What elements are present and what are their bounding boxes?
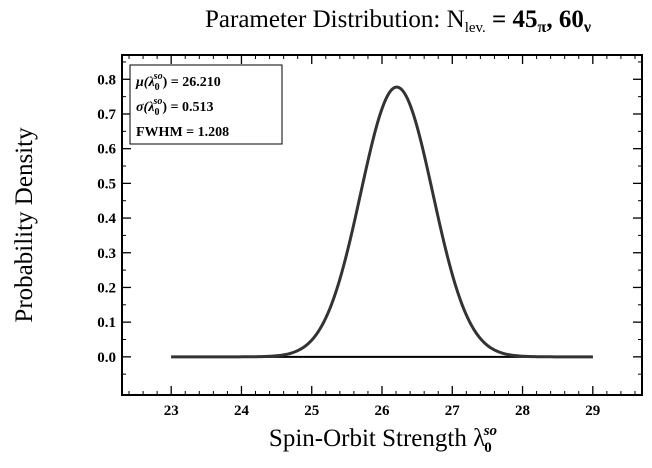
tick-labels-layer: 23 24 25 26 27 28 29 0.0 0.1 0.2 0.3 0.4 0.5 0.6 0.7 0.… xyxy=(97,72,600,419)
chart-title-mid: , 60 xyxy=(546,6,584,33)
y-axis-label: Probability Density xyxy=(11,127,38,323)
x-tick-label-25: 25 xyxy=(304,403,319,419)
ticks-layer xyxy=(122,55,642,395)
stats-sigma-post: ) = 0.513 xyxy=(162,100,213,115)
stats-mean-post: ) = 26.210 xyxy=(163,75,221,90)
y-tick-label-0.5: 0.5 xyxy=(97,176,116,192)
chart-title-sub-nu: ν xyxy=(583,19,591,36)
stats-annotation-box: μ(λ0so) = 26.210 σ(λ0so) = 0.513 FWHM = … xyxy=(129,64,283,145)
x-axis-label-sup: so xyxy=(483,423,497,439)
stats-sigma-line: σ(λ0so) = 0.513 xyxy=(136,96,213,118)
stats-annotation-frame xyxy=(129,64,283,145)
y-tick-label-0.1: 0.1 xyxy=(97,315,116,331)
y-tick-label-0.0: 0.0 xyxy=(97,350,116,366)
x-tick-label-29: 29 xyxy=(585,403,600,419)
chart-title-sub: lev. xyxy=(465,20,486,36)
y-tick-label-0.6: 0.6 xyxy=(97,142,116,158)
y-tick-label-0.7: 0.7 xyxy=(97,107,116,123)
chart-title: Parameter Distribution: Nlev. = 45π, 60ν xyxy=(205,6,591,36)
series-layer xyxy=(171,85,593,359)
stats-mean-line: μ(λ0so) = 26.210 xyxy=(135,71,221,93)
x-axis-label: Spin-Orbit Strength λ0so xyxy=(269,423,497,456)
x-axis-label-sub: 0 xyxy=(484,440,492,456)
x-tick-label-27: 27 xyxy=(445,403,461,419)
y-tick-label-0.2: 0.2 xyxy=(97,280,116,296)
stats-mean-pre: μ(λ xyxy=(135,75,155,90)
x-tick-label-24: 24 xyxy=(234,403,250,419)
y-tick-label-0.3: 0.3 xyxy=(97,246,116,262)
x-tick-label-28: 28 xyxy=(515,403,530,419)
chart-title-tail: = 45 xyxy=(486,6,538,33)
x-tick-label-26: 26 xyxy=(375,403,391,419)
y-tick-label-0.4: 0.4 xyxy=(97,211,116,227)
stats-sigma-pre: σ(λ xyxy=(136,100,154,115)
stats-mean-sup: so xyxy=(153,71,163,82)
x-axis-label-main: Spin-Orbit Strength λ xyxy=(269,425,485,452)
stats-mean-sub: 0 xyxy=(155,82,160,93)
stats-fwhm-line: FWHM = 1.208 xyxy=(136,125,229,140)
stats-sigma-sup: so xyxy=(152,96,162,107)
series-line-0 xyxy=(171,85,593,359)
chart-title-main: Parameter Distribution: N xyxy=(205,6,465,33)
chart-title-sub-pi: π xyxy=(538,19,547,36)
y-tick-label-0.8: 0.8 xyxy=(97,72,116,88)
x-tick-label-23: 23 xyxy=(164,403,179,419)
stats-sigma-sub: 0 xyxy=(154,107,159,118)
